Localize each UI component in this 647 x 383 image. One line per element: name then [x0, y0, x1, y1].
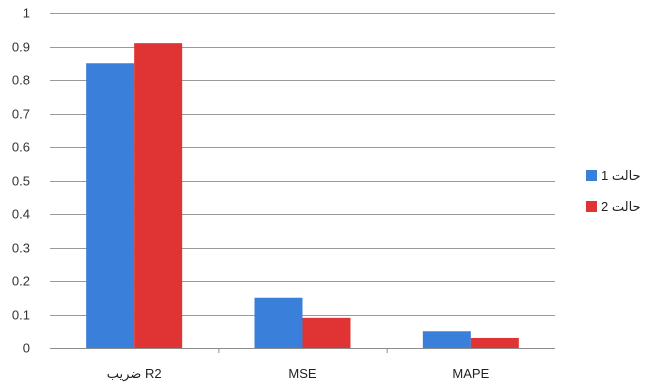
bar-2-3: [470, 337, 519, 348]
x-category-label: MSE: [288, 366, 317, 381]
x-category-label: MAPE: [452, 366, 489, 381]
bars: [86, 43, 519, 349]
y-tick-label: 0.9: [12, 40, 30, 55]
y-tick-label: 0.4: [12, 207, 30, 222]
bar-1-1: [86, 63, 135, 348]
y-tick-label: 0.1: [12, 308, 30, 323]
y-tick-label: 0.6: [12, 140, 30, 155]
y-tick-label: 1: [23, 6, 30, 21]
y-tick-label: 0: [23, 341, 30, 356]
bar-2-2: [302, 317, 351, 348]
x-axis-labels: ضریب R2 MSE MAPE: [107, 348, 490, 382]
legend-swatch: [586, 201, 597, 212]
y-tick-label: 0.3: [12, 241, 30, 256]
legend-label: حالت 1: [601, 168, 641, 183]
legend: حالت 1 حالت 2: [586, 168, 641, 214]
y-tick-label: 0.7: [12, 107, 30, 122]
bar-2-1: [134, 43, 183, 349]
legend-label: حالت 2: [601, 199, 641, 214]
legend-swatch: [586, 170, 597, 181]
y-tick-label: 0.8: [12, 73, 30, 88]
bar-1-3: [422, 331, 471, 348]
y-axis-ticks: 0 0.1 0.2 0.3 0.4 0.5 0.6 0.7 0.8 0.9 1: [12, 6, 30, 356]
bar-1-2: [254, 297, 303, 348]
y-tick-label: 0.2: [12, 274, 30, 289]
x-category-label: ضریب R2: [107, 366, 162, 382]
y-tick-label: 0.5: [12, 174, 30, 189]
